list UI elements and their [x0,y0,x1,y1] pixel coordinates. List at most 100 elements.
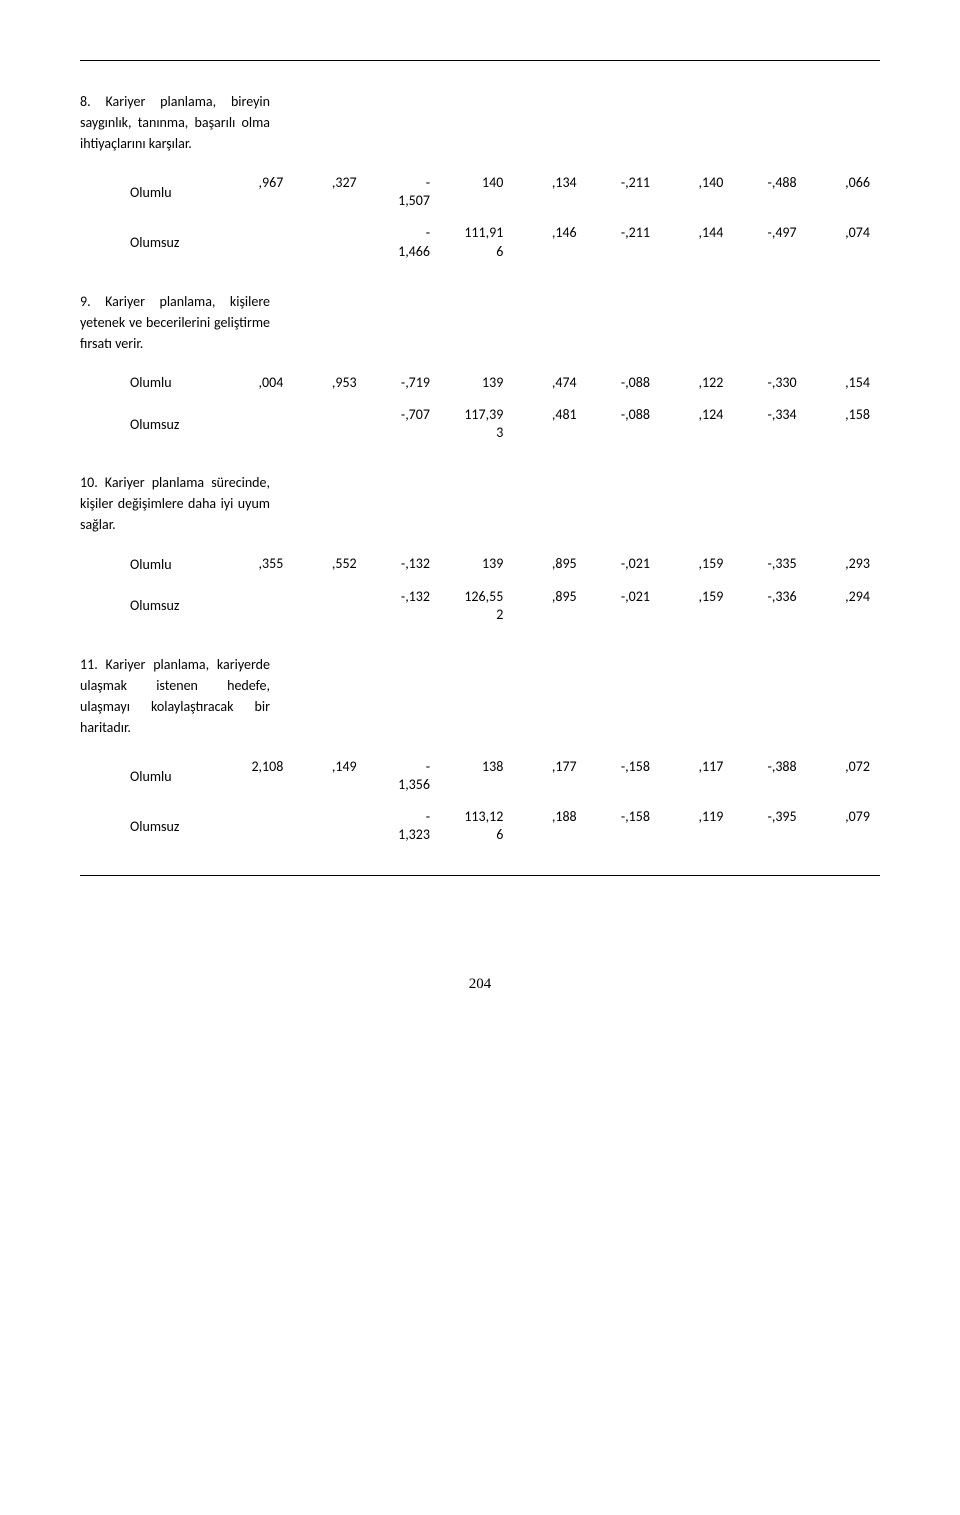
cell: -,336 [733,588,806,624]
cell: -,388 [733,758,806,794]
table-row: Olumsuz- 1,466111,91 6,146-,211,144-,497… [80,224,880,260]
cell: ,146 [513,224,586,260]
cell: -,088 [587,374,660,392]
row-cells: -,132126,55 2,895-,021,159-,336,294 [220,588,880,624]
cell: 139 [440,374,513,392]
cell: ,294 [807,588,880,624]
cell: 140 [440,174,513,210]
cell: ,140 [660,174,733,210]
cell: 113,12 6 [440,808,513,844]
cell: - 1,323 [367,808,440,844]
cell: 139 [440,555,513,573]
cell [220,808,293,844]
cell: -,158 [587,808,660,844]
table-row: Olumlu,967,327- 1,507140,134-,211,140-,4… [80,174,880,210]
cell: ,117 [660,758,733,794]
table-row: Olumlu,355,552-,132139,895-,021,159-,335… [80,555,880,573]
cell: ,474 [513,374,586,392]
cell: - 1,356 [367,758,440,794]
cell: ,122 [660,374,733,392]
row-label: Olumsuz [80,416,220,433]
cell: ,154 [807,374,880,392]
cell: 111,91 6 [440,224,513,260]
row-cells: 2,108,149- 1,356138,177-,158,117-,388,07… [220,758,880,794]
cell: ,953 [293,374,366,392]
cell: 138 [440,758,513,794]
cell: - 1,507 [367,174,440,210]
cell: ,481 [513,406,586,442]
row-label: Olumsuz [80,597,220,614]
cell: ,134 [513,174,586,210]
row-cells: - 1,466111,91 6,146-,211,144-,497,074 [220,224,880,260]
cell [293,808,366,844]
section: 9. Kariyer planlama, kişilere yetenek ve… [80,291,880,443]
cell: ,967 [220,174,293,210]
section-title: 9. Kariyer planlama, kişilere yetenek ve… [80,291,270,354]
row-cells: ,355,552-,132139,895-,021,159-,335,293 [220,555,880,573]
cell: ,327 [293,174,366,210]
cell: -,132 [367,555,440,573]
row-label: Olumlu [80,768,220,785]
row-cells: - 1,323113,12 6,188-,158,119-,395,079 [220,808,880,844]
cell [220,224,293,260]
cell [293,588,366,624]
cell: - 1,466 [367,224,440,260]
section: 11. Kariyer planlama, kariyerde ulaşmak … [80,654,880,845]
cell: ,066 [807,174,880,210]
row-label: Olumlu [80,374,220,391]
cell: ,188 [513,808,586,844]
cell: ,895 [513,588,586,624]
cell: 117,39 3 [440,406,513,442]
cell: -,334 [733,406,806,442]
cell: -,132 [367,588,440,624]
cell: ,159 [660,588,733,624]
cell: ,895 [513,555,586,573]
cell: -,395 [733,808,806,844]
cell: ,552 [293,555,366,573]
section: 8. Kariyer planlama, bireyin saygınlık, … [80,91,880,261]
row-cells: ,967,327- 1,507140,134-,211,140-,488,066 [220,174,880,210]
section-title: 10. Kariyer planlama sürecinde, kişiler … [80,472,270,535]
cell: ,159 [660,555,733,573]
cell: ,293 [807,555,880,573]
cell [293,406,366,442]
section: 10. Kariyer planlama sürecinde, kişiler … [80,472,880,624]
cell: ,158 [807,406,880,442]
cell: ,177 [513,758,586,794]
cell: -,497 [733,224,806,260]
cell: ,079 [807,808,880,844]
row-cells: -,707117,39 3,481-,088,124-,334,158 [220,406,880,442]
cell: -,211 [587,174,660,210]
top-rule [80,60,880,61]
cell: -,330 [733,374,806,392]
cell [293,224,366,260]
cell: -,719 [367,374,440,392]
row-label: Olumsuz [80,234,220,251]
table-row: Olumlu2,108,149- 1,356138,177-,158,117-,… [80,758,880,794]
cell: ,119 [660,808,733,844]
bottom-rule [80,875,880,876]
cell: ,144 [660,224,733,260]
cell: 2,108 [220,758,293,794]
cell: ,074 [807,224,880,260]
cell: -,158 [587,758,660,794]
cell [220,406,293,442]
row-label: Olumlu [80,556,220,573]
cell: 126,55 2 [440,588,513,624]
cell: -,021 [587,555,660,573]
table-row: Olumsuz- 1,323113,12 6,188-,158,119-,395… [80,808,880,844]
cell: -,088 [587,406,660,442]
row-cells: ,004,953-,719139,474-,088,122-,330,154 [220,374,880,392]
cell: -,335 [733,555,806,573]
cell: -,707 [367,406,440,442]
table-row: Olumsuz-,707117,39 3,481-,088,124-,334,1… [80,406,880,442]
cell: ,355 [220,555,293,573]
cell: ,072 [807,758,880,794]
section-title: 8. Kariyer planlama, bireyin saygınlık, … [80,91,270,154]
page-number: 204 [80,976,880,993]
section-title: 11. Kariyer planlama, kariyerde ulaşmak … [80,654,270,738]
cell [220,588,293,624]
cell: ,004 [220,374,293,392]
cell: -,488 [733,174,806,210]
cell: ,124 [660,406,733,442]
